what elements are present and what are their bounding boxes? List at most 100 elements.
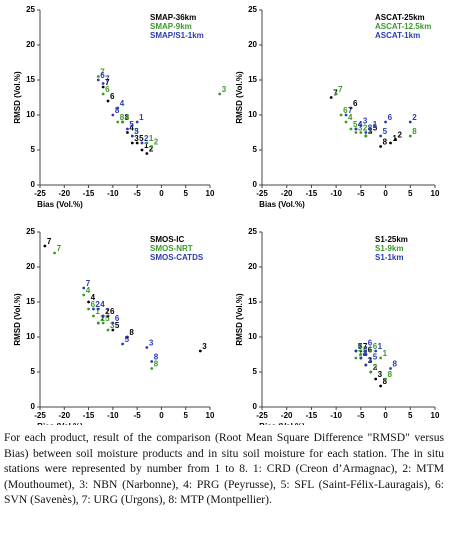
point-label: 2 xyxy=(95,300,100,309)
point xyxy=(344,113,348,117)
point xyxy=(96,78,100,82)
x-tick-label: -5 xyxy=(357,189,365,198)
legend-entry: SMOS-NRT xyxy=(150,244,193,253)
point-label: 3 xyxy=(149,339,154,348)
point-label: 2 xyxy=(100,314,105,323)
point xyxy=(349,106,353,110)
point xyxy=(364,131,368,134)
point xyxy=(140,141,144,145)
point-label: 4 xyxy=(120,99,125,108)
point-label: 3 xyxy=(134,134,139,143)
point-label: 7 xyxy=(338,85,343,94)
y-tick-label: 0 xyxy=(253,402,258,411)
point-label: 5 xyxy=(373,353,378,362)
point xyxy=(116,106,120,110)
point-label: 8 xyxy=(383,138,388,147)
x-axis-label: Bias (Vol.%) xyxy=(259,422,305,425)
point-label: 4 xyxy=(129,124,134,133)
legend-entry: ASCAT-12.5km xyxy=(375,22,431,31)
point-label: 8 xyxy=(393,360,398,369)
point-label: 1 xyxy=(373,120,378,129)
point xyxy=(359,356,363,360)
point xyxy=(379,384,383,388)
point xyxy=(408,120,412,124)
point-label: 6 xyxy=(105,85,110,94)
y-tick-label: 10 xyxy=(26,110,35,119)
point xyxy=(334,92,338,96)
x-tick-label: -10 xyxy=(330,189,342,198)
x-tick-label: 5 xyxy=(408,411,413,420)
x-tick-label: -20 xyxy=(281,189,293,198)
point xyxy=(96,307,100,311)
x-tick-label: -5 xyxy=(134,189,142,198)
x-tick-label: 10 xyxy=(206,411,215,420)
legend-entry: ASCAT-25km xyxy=(375,13,425,22)
point xyxy=(111,321,115,325)
point xyxy=(369,127,373,131)
point xyxy=(359,131,363,134)
y-tick-label: 25 xyxy=(248,227,257,236)
point-label: 2 xyxy=(363,124,368,133)
x-tick-label: 0 xyxy=(383,411,388,420)
point xyxy=(389,141,392,145)
point xyxy=(87,307,90,311)
point-label: 8 xyxy=(115,106,120,115)
point-label: 2 xyxy=(149,145,154,154)
x-tick-label: -20 xyxy=(59,411,71,420)
point-label: 3 xyxy=(378,370,383,379)
point-label: 5 xyxy=(129,120,134,129)
point-label: 7 xyxy=(358,349,363,358)
point-label: 8 xyxy=(154,353,159,362)
point xyxy=(140,148,144,152)
point-label: 4 xyxy=(363,349,368,358)
point-label: 7 xyxy=(348,106,353,115)
point xyxy=(111,113,115,117)
x-tick-label: -10 xyxy=(107,189,119,198)
y-tick-label: 0 xyxy=(31,402,36,411)
point-label: 5 xyxy=(363,346,368,355)
point xyxy=(150,367,154,370)
point xyxy=(121,120,124,124)
point xyxy=(92,307,95,311)
point-label: 1 xyxy=(105,307,110,316)
point-label: 7 xyxy=(105,78,110,87)
point xyxy=(106,314,110,318)
point-label: 3 xyxy=(363,117,368,126)
point xyxy=(364,134,368,138)
point xyxy=(150,145,154,148)
point xyxy=(359,349,363,353)
point-label: 5 xyxy=(125,335,130,344)
x-tick-label: 0 xyxy=(159,189,164,198)
point-label: 6 xyxy=(353,99,358,108)
point xyxy=(82,293,86,297)
point-label: 1 xyxy=(144,141,149,150)
point xyxy=(150,360,154,363)
point-label: 8 xyxy=(120,113,125,122)
y-tick-label: 20 xyxy=(248,40,257,49)
y-tick-label: 10 xyxy=(248,110,257,119)
x-tick-label: -20 xyxy=(281,411,293,420)
point-label: 5 xyxy=(353,120,358,129)
point-label: 5 xyxy=(134,127,139,136)
x-tick-label: -25 xyxy=(256,411,268,420)
point-label: 5 xyxy=(115,321,120,330)
point xyxy=(135,120,139,124)
point-label: 8 xyxy=(154,360,159,369)
point xyxy=(364,363,368,367)
x-tick-label: -15 xyxy=(306,189,318,198)
point-label: 2 xyxy=(397,131,402,140)
point-label: 5 xyxy=(358,342,363,351)
point xyxy=(126,335,129,339)
point xyxy=(101,314,105,318)
y-tick-label: 15 xyxy=(26,75,35,84)
caption: For each product, result of the comparis… xyxy=(4,431,444,507)
y-tick-label: 20 xyxy=(26,262,35,271)
y-tick-label: 5 xyxy=(253,145,258,154)
point xyxy=(369,360,373,363)
point xyxy=(82,286,86,290)
point-label: 7 xyxy=(86,279,91,288)
point xyxy=(87,300,90,304)
y-tick-label: 25 xyxy=(26,5,35,14)
